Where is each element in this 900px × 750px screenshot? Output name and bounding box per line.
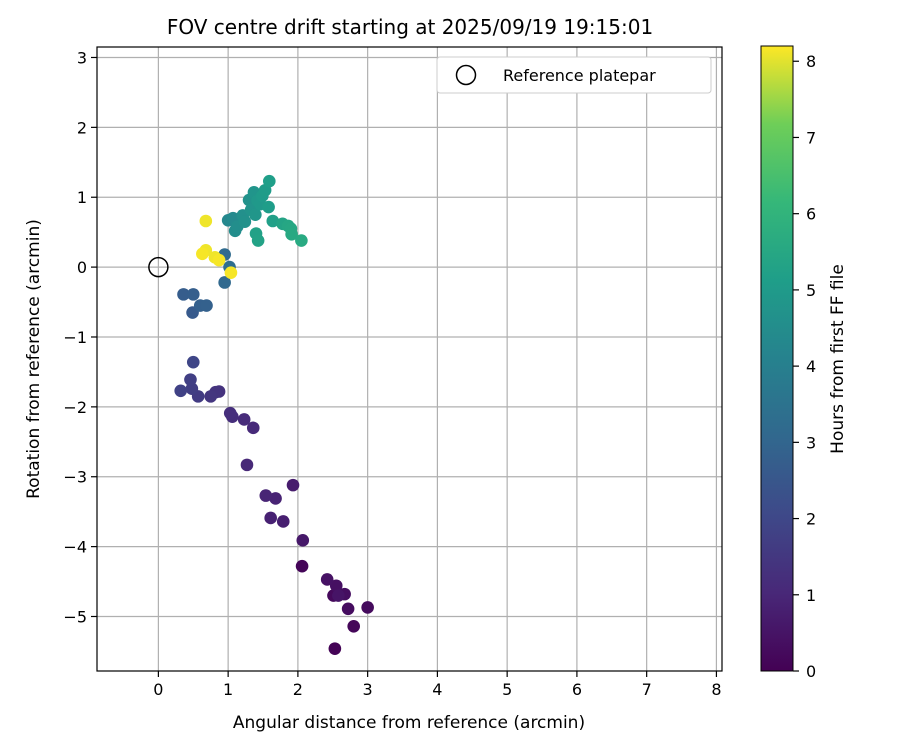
data-point <box>329 579 343 593</box>
colorbar-label: Hours from first FF file <box>828 264 848 454</box>
x-tick-label: 8 <box>711 680 721 699</box>
y-tick-label: 3 <box>77 48 87 67</box>
legend: Reference platepar <box>436 56 712 94</box>
legend-marker <box>455 64 477 86</box>
y-tick-label: −5 <box>63 607 87 626</box>
data-point <box>177 288 190 301</box>
data-point <box>186 355 200 369</box>
x-tick-label: 6 <box>572 680 582 699</box>
data-point <box>295 234 308 247</box>
data-point <box>347 619 360 633</box>
x-tick-label: 4 <box>432 680 442 699</box>
colorbar-tick-label: 5 <box>806 281 816 300</box>
data-point <box>249 208 262 222</box>
data-point <box>269 492 282 505</box>
data-point <box>332 589 345 602</box>
data-point <box>341 602 355 616</box>
data-point <box>295 559 309 573</box>
x-axis-label: Angular distance from reference (arcmin) <box>233 713 585 733</box>
data-point <box>223 406 237 420</box>
legend-label: Reference platepar <box>503 66 656 85</box>
x-tick-label: 3 <box>363 680 373 699</box>
data-point <box>218 276 231 289</box>
colorbar: 0 1 2 3 4 5 6 7 8 Hours from first FF file <box>760 45 848 681</box>
legend-box <box>436 56 712 94</box>
data-point <box>251 234 265 247</box>
data-point <box>238 215 252 228</box>
chart-title: FOV centre drift starting at 2025/09/19 … <box>167 15 653 39</box>
grid-lines <box>97 47 722 671</box>
data-point <box>240 458 254 472</box>
y-tick-label: 1 <box>77 188 87 207</box>
colorbar-tick-label: 3 <box>806 433 816 452</box>
data-point <box>285 227 298 241</box>
y-axis-label: Rotation from reference (arcmin) <box>24 219 44 499</box>
x-tick-label: 0 <box>153 680 163 699</box>
data-point <box>262 174 276 188</box>
data-point <box>212 253 226 267</box>
x-tick-label: 2 <box>293 680 303 699</box>
data-point <box>237 413 251 426</box>
data-point <box>246 421 260 435</box>
data-point <box>264 511 277 525</box>
y-tick-label: −1 <box>63 328 87 347</box>
data-point <box>186 288 200 301</box>
data-point <box>266 214 280 228</box>
data-point <box>199 214 213 228</box>
data-point <box>276 515 290 528</box>
plot-frame <box>96 46 723 672</box>
data-point <box>174 384 188 398</box>
data-point <box>184 373 197 386</box>
y-tick-label: −3 <box>63 468 87 487</box>
colorbar-tick-label: 1 <box>806 586 816 605</box>
colorbar-gradient <box>760 45 794 672</box>
x-tick-label: 7 <box>642 680 652 699</box>
data-point <box>196 247 209 261</box>
x-tick-label: 5 <box>502 680 512 699</box>
colorbar-tick-label: 7 <box>806 128 816 147</box>
data-point <box>262 200 275 214</box>
y-tick-label: −4 <box>63 538 87 557</box>
data-point <box>296 534 310 547</box>
data-point <box>224 266 238 280</box>
data-point <box>361 601 374 614</box>
data-points <box>148 174 374 655</box>
colorbar-ticks: 0 1 2 3 4 5 6 7 8 <box>793 52 816 681</box>
data-point <box>320 573 334 586</box>
colorbar-tick-label: 4 <box>806 357 816 376</box>
reference-platepar-marker <box>148 256 169 278</box>
colorbar-tick-label: 0 <box>806 662 816 681</box>
data-point <box>204 390 217 403</box>
data-point <box>200 299 213 312</box>
data-point <box>286 478 300 492</box>
data-point <box>259 489 273 502</box>
colorbar-tick-label: 2 <box>806 510 816 529</box>
y-tick-label: −2 <box>63 398 87 417</box>
x-tick-label: 1 <box>223 680 233 699</box>
y-tick-label: 0 <box>77 258 87 277</box>
axis-ticks: 0 1 2 3 4 5 6 7 8 −5 −4 −3 −2 −1 0 1 2 3 <box>63 48 721 699</box>
colorbar-tick-label: 8 <box>806 52 816 71</box>
colorbar-tick-label: 6 <box>806 205 816 224</box>
data-point <box>328 642 342 655</box>
y-tick-label: 2 <box>77 118 87 137</box>
